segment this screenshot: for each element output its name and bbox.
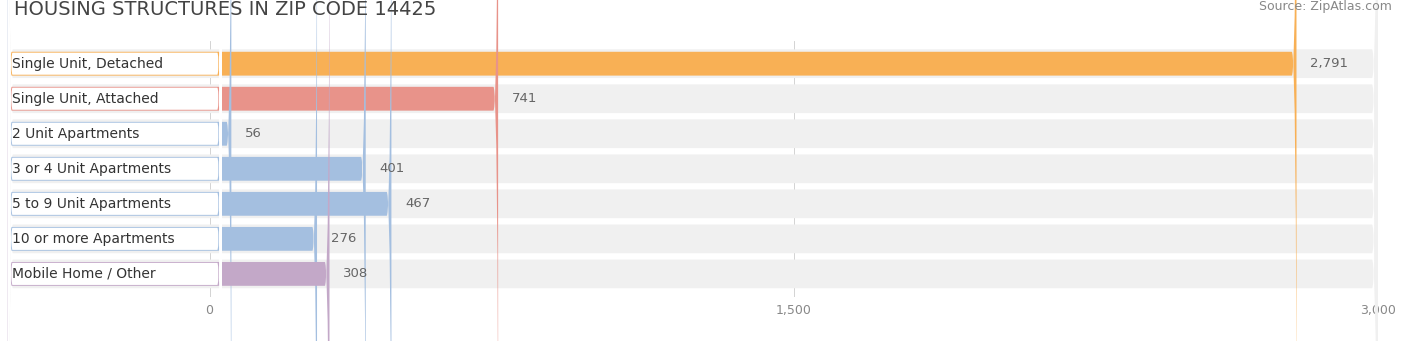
Text: 2,791: 2,791 [1310, 57, 1348, 70]
FancyBboxPatch shape [7, 0, 316, 341]
Text: 56: 56 [245, 127, 262, 140]
FancyBboxPatch shape [8, 0, 222, 341]
FancyBboxPatch shape [8, 0, 222, 341]
FancyBboxPatch shape [7, 0, 1296, 341]
FancyBboxPatch shape [7, 0, 232, 341]
FancyBboxPatch shape [7, 0, 366, 341]
FancyBboxPatch shape [7, 0, 1378, 341]
FancyBboxPatch shape [7, 0, 1378, 341]
Text: 276: 276 [330, 232, 356, 246]
Text: Single Unit, Detached: Single Unit, Detached [13, 57, 163, 71]
FancyBboxPatch shape [7, 0, 1378, 341]
FancyBboxPatch shape [8, 0, 222, 341]
Text: Single Unit, Attached: Single Unit, Attached [13, 92, 159, 106]
FancyBboxPatch shape [7, 0, 1378, 341]
FancyBboxPatch shape [7, 0, 329, 341]
FancyBboxPatch shape [7, 0, 1378, 341]
Text: 467: 467 [405, 197, 430, 210]
FancyBboxPatch shape [8, 0, 222, 341]
FancyBboxPatch shape [7, 0, 1378, 341]
Text: HOUSING STRUCTURES IN ZIP CODE 14425: HOUSING STRUCTURES IN ZIP CODE 14425 [14, 0, 436, 19]
Text: 401: 401 [380, 162, 405, 175]
FancyBboxPatch shape [7, 0, 498, 341]
Text: 5 to 9 Unit Apartments: 5 to 9 Unit Apartments [13, 197, 172, 211]
Text: 10 or more Apartments: 10 or more Apartments [13, 232, 176, 246]
Text: 2 Unit Apartments: 2 Unit Apartments [13, 127, 139, 141]
Text: Mobile Home / Other: Mobile Home / Other [13, 267, 156, 281]
Text: 308: 308 [343, 267, 368, 280]
FancyBboxPatch shape [7, 0, 1378, 341]
Text: 3 or 4 Unit Apartments: 3 or 4 Unit Apartments [13, 162, 172, 176]
FancyBboxPatch shape [8, 0, 222, 341]
Text: 741: 741 [512, 92, 537, 105]
FancyBboxPatch shape [7, 0, 391, 341]
Text: Source: ZipAtlas.com: Source: ZipAtlas.com [1258, 0, 1392, 13]
FancyBboxPatch shape [8, 0, 222, 341]
FancyBboxPatch shape [8, 0, 222, 341]
